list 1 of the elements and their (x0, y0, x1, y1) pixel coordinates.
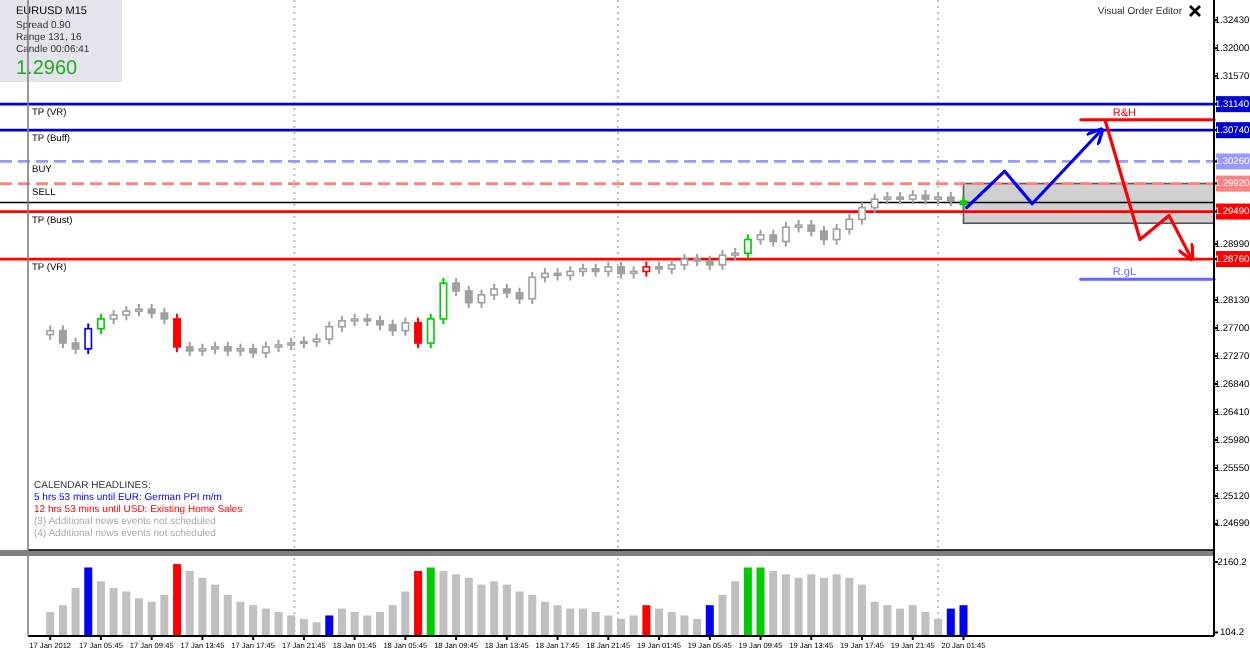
annotation: 1.2960 (16, 58, 79, 80)
